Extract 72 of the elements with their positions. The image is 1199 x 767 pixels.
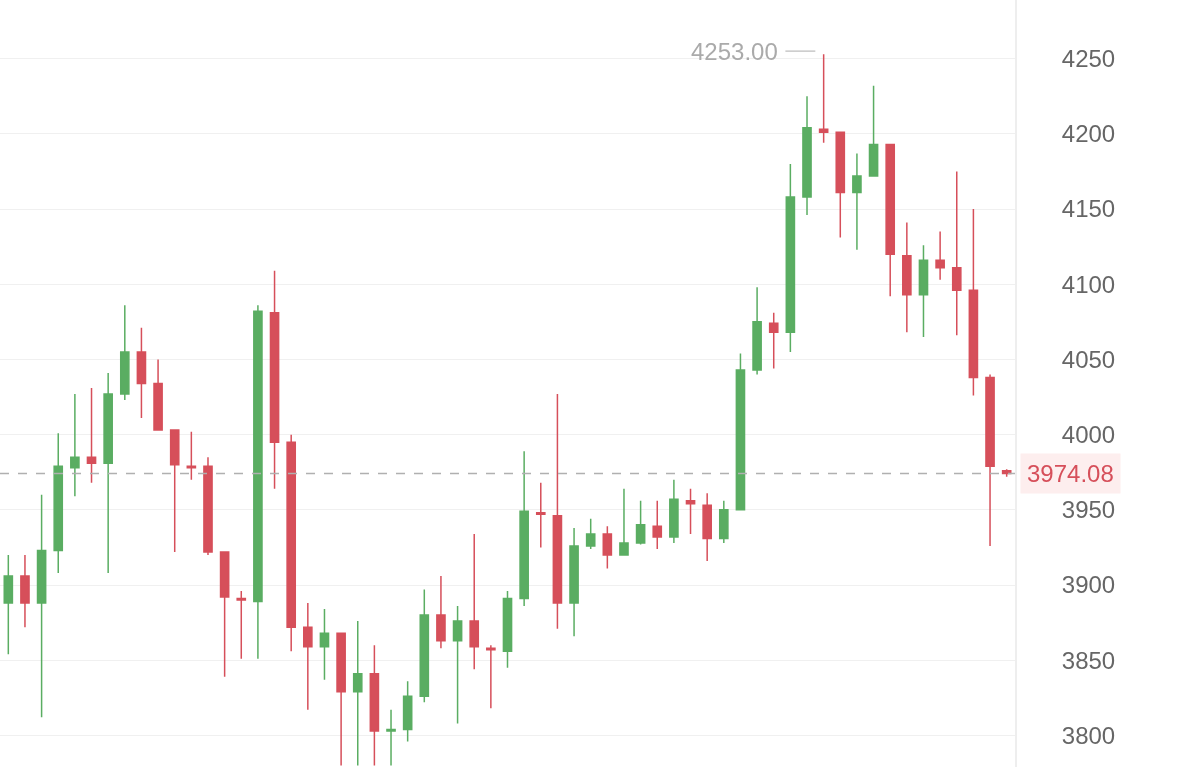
candlestick: [702, 492, 712, 562]
candlestick: [585, 518, 596, 550]
candlestick: [153, 358, 163, 431]
candlestick: [985, 373, 995, 547]
candlestick: [502, 590, 513, 669]
candlestick: [452, 605, 463, 725]
y-tick-label: 3800: [1061, 721, 1116, 749]
candlestick: [3, 554, 14, 655]
candlestick: [203, 456, 213, 556]
candlestick: [752, 286, 762, 376]
candlestick: [119, 304, 130, 401]
y-tick-label: 4200: [1061, 120, 1116, 148]
candlestick: [818, 53, 829, 144]
y-tick-label: 3900: [1061, 571, 1116, 599]
candlestick: [136, 327, 147, 419]
candlestick: [519, 450, 529, 607]
candlestick: [968, 208, 979, 397]
candlestick: [635, 500, 646, 546]
candlestick: [735, 352, 746, 511]
candlestick: [36, 494, 47, 719]
candlestick: [436, 575, 446, 649]
candlestick: [336, 632, 346, 767]
candlestick: [935, 230, 945, 281]
candlestick: [802, 95, 812, 216]
y-tick-label: 4250: [1061, 45, 1116, 73]
candlestick: [868, 84, 879, 177]
candlestick: [835, 131, 846, 239]
candlestick: [103, 372, 113, 574]
y-tick-label: 4050: [1061, 345, 1116, 373]
candlestick: [652, 500, 663, 550]
candlestick: [768, 312, 779, 370]
candlestick: [86, 387, 97, 484]
candlestick: [369, 644, 380, 767]
candlestick: [885, 143, 896, 298]
annotation: 4253.00: [691, 38, 778, 65]
candlestick: [186, 430, 197, 481]
candlestick: [402, 680, 413, 743]
candlestick: [236, 590, 247, 660]
candlestick: [219, 551, 230, 678]
candlestick: [486, 644, 496, 710]
candlestick: [685, 488, 696, 535]
candlestick: [469, 533, 480, 670]
candlestick: [718, 500, 729, 544]
candlestick: [569, 527, 579, 637]
candlestick: [602, 525, 613, 570]
y-tick-label: 3950: [1061, 496, 1116, 524]
candlestick: [619, 488, 629, 556]
y-tick-label: 4100: [1061, 270, 1116, 298]
candlestick: [785, 163, 796, 353]
candlestick: [419, 588, 430, 704]
candlestick: [669, 479, 679, 544]
candlestick: [918, 244, 929, 338]
candlestick: [352, 620, 363, 767]
candlestick: [20, 554, 30, 628]
candlestick: [319, 608, 330, 681]
ref-line-label: 3974.08: [1027, 460, 1114, 487]
candlestick: [951, 170, 962, 337]
candlestick: [535, 482, 546, 549]
candlestick: [70, 393, 80, 498]
candlestick: [852, 152, 862, 251]
y-tick-label: 3850: [1061, 646, 1116, 674]
candlestick: [552, 393, 563, 630]
candlestick: [902, 221, 912, 334]
candlestick: [269, 269, 280, 490]
candlestick: [286, 433, 297, 652]
y-tick-label: 4000: [1061, 421, 1116, 449]
candlestick: [386, 709, 396, 767]
candlestick: [53, 432, 64, 574]
candlestick: [253, 304, 263, 660]
y-tick-label: 4150: [1061, 195, 1116, 223]
candlestick: [303, 602, 313, 711]
candlestick: [169, 429, 180, 553]
